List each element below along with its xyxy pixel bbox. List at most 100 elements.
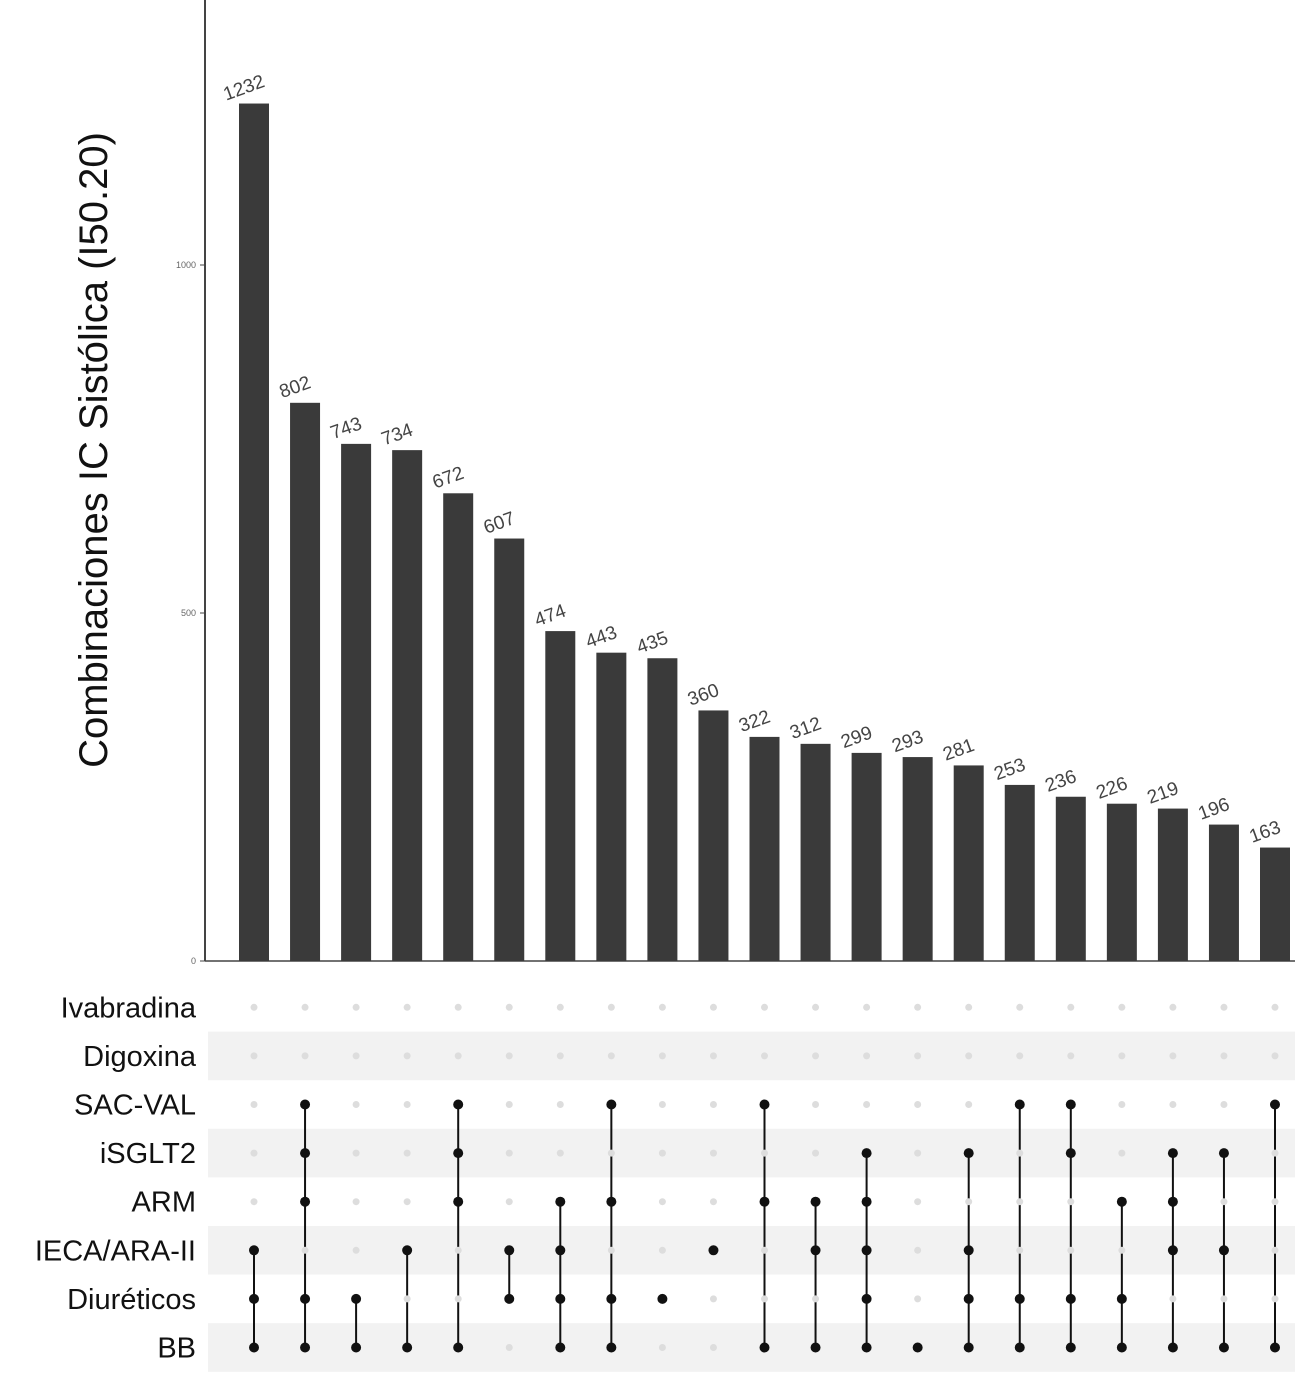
matrix-dot-inactive <box>454 1246 462 1254</box>
matrix-dot-inactive <box>965 1052 973 1060</box>
matrix-dot-active <box>453 1342 464 1353</box>
set-label: IECA/ARA-II <box>35 1235 196 1267</box>
matrix-dot-inactive <box>812 1149 820 1157</box>
matrix-dot-inactive <box>914 1149 922 1157</box>
matrix-dot-inactive <box>1118 1003 1126 1011</box>
matrix-dot-active <box>810 1196 821 1207</box>
matrix-dot-inactive <box>1169 1295 1177 1303</box>
bar <box>902 757 933 961</box>
matrix-dot-active <box>1014 1342 1025 1353</box>
bar <box>851 752 882 961</box>
matrix-dot-inactive <box>1118 1052 1126 1060</box>
matrix-dot-inactive <box>1220 1052 1228 1060</box>
matrix-dot-inactive <box>812 1003 820 1011</box>
matrix-dot-inactive <box>1220 1003 1228 1011</box>
matrix-dot-inactive <box>505 1198 513 1206</box>
matrix-dot-inactive <box>709 1052 717 1060</box>
matrix-dot-inactive <box>761 1246 768 1254</box>
matrix-dot-inactive <box>454 1052 462 1060</box>
matrix-dot-active <box>453 1196 464 1207</box>
bar-value-label: 734 <box>379 420 416 451</box>
bar-value-label: 312 <box>787 713 824 744</box>
matrix-dot-active <box>300 1196 311 1207</box>
matrix-dot-inactive <box>658 1246 666 1254</box>
matrix-dot-inactive <box>1067 1052 1075 1060</box>
bar <box>800 743 831 961</box>
matrix-dot-inactive <box>505 1149 513 1157</box>
matrix-dot-active <box>402 1245 413 1256</box>
bar <box>494 538 525 961</box>
matrix-dot-inactive <box>301 1052 309 1060</box>
matrix-dot-inactive <box>658 1344 666 1351</box>
matrix-dot-active <box>1167 1148 1178 1159</box>
matrix-dot-inactive <box>556 1003 564 1011</box>
matrix-dot-active <box>504 1293 515 1304</box>
matrix-dot-active <box>351 1293 362 1304</box>
matrix-dot-active <box>912 1342 923 1353</box>
matrix-dot-active <box>606 1099 617 1110</box>
set-label: SAC-VAL <box>74 1090 196 1122</box>
matrix-dot-inactive <box>709 1295 717 1303</box>
matrix-dot-inactive <box>1271 1246 1279 1254</box>
matrix-dot-inactive <box>1067 1003 1075 1011</box>
bar-value-label: 163 <box>1247 817 1284 848</box>
matrix-dot-inactive <box>965 1101 973 1108</box>
matrix-dot-inactive <box>658 1198 666 1206</box>
matrix-dot-inactive <box>1016 1198 1024 1206</box>
matrix-dot-active <box>759 1099 770 1110</box>
matrix-dot-active <box>1116 1342 1127 1353</box>
bar-value-label: 743 <box>328 413 365 444</box>
bar <box>341 443 372 961</box>
matrix-dot-inactive <box>607 1149 615 1157</box>
matrix-dot-inactive <box>761 1149 768 1157</box>
matrix-dot-inactive <box>505 1344 513 1351</box>
matrix-dot-active <box>810 1245 821 1256</box>
bar-value-label: 299 <box>838 722 875 753</box>
matrix-dot-inactive <box>403 1052 411 1060</box>
matrix-dot-active <box>657 1293 668 1304</box>
matrix-dot-active <box>300 1342 311 1353</box>
matrix-dot-active <box>1065 1342 1076 1353</box>
matrix-dot-inactive <box>914 1295 922 1303</box>
matrix-dot-inactive <box>1169 1101 1177 1108</box>
matrix-dot-active <box>759 1342 770 1353</box>
matrix-dot-inactive <box>914 1198 922 1206</box>
bar <box>239 103 269 961</box>
matrix-dot-active <box>963 1148 974 1159</box>
matrix-dot-inactive <box>1067 1198 1075 1206</box>
matrix-dot-active <box>861 1148 872 1159</box>
bar <box>647 658 678 961</box>
matrix-dot-inactive <box>403 1003 411 1011</box>
matrix-dot-active <box>1167 1245 1178 1256</box>
matrix-dot-inactive <box>1220 1101 1228 1108</box>
matrix-dot-inactive <box>250 1003 258 1011</box>
matrix-dot-active <box>1270 1099 1280 1110</box>
matrix-dot-inactive <box>812 1052 820 1060</box>
matrix-row-stripe <box>208 1031 1295 1081</box>
matrix-dot-inactive <box>1016 1246 1024 1254</box>
matrix-dot-inactive <box>403 1101 411 1108</box>
matrix-dot-inactive <box>1118 1246 1126 1254</box>
matrix-dot-active <box>963 1342 974 1353</box>
matrix-dot-inactive <box>607 1246 615 1254</box>
matrix-dot-active <box>606 1196 617 1207</box>
matrix-dot-inactive <box>709 1344 717 1351</box>
matrix-dot-inactive <box>658 1003 666 1011</box>
matrix-dot-active <box>1218 1342 1229 1353</box>
matrix-dot-inactive <box>505 1052 513 1060</box>
matrix-dot-inactive <box>709 1101 717 1108</box>
matrix-dot-inactive <box>505 1101 513 1108</box>
bar-value-label: 236 <box>1042 766 1079 797</box>
matrix-dot-active <box>963 1245 974 1256</box>
matrix-dot-inactive <box>301 1246 309 1254</box>
bar-value-label: 293 <box>889 727 926 758</box>
matrix-dot-inactive <box>658 1149 666 1157</box>
matrix-dot-active <box>1065 1148 1076 1159</box>
matrix-dot-active <box>606 1342 617 1353</box>
bar <box>749 736 780 961</box>
matrix-dot-active <box>1270 1342 1280 1353</box>
matrix-dot-active <box>1065 1293 1076 1304</box>
matrix-dot-inactive <box>352 1149 360 1157</box>
